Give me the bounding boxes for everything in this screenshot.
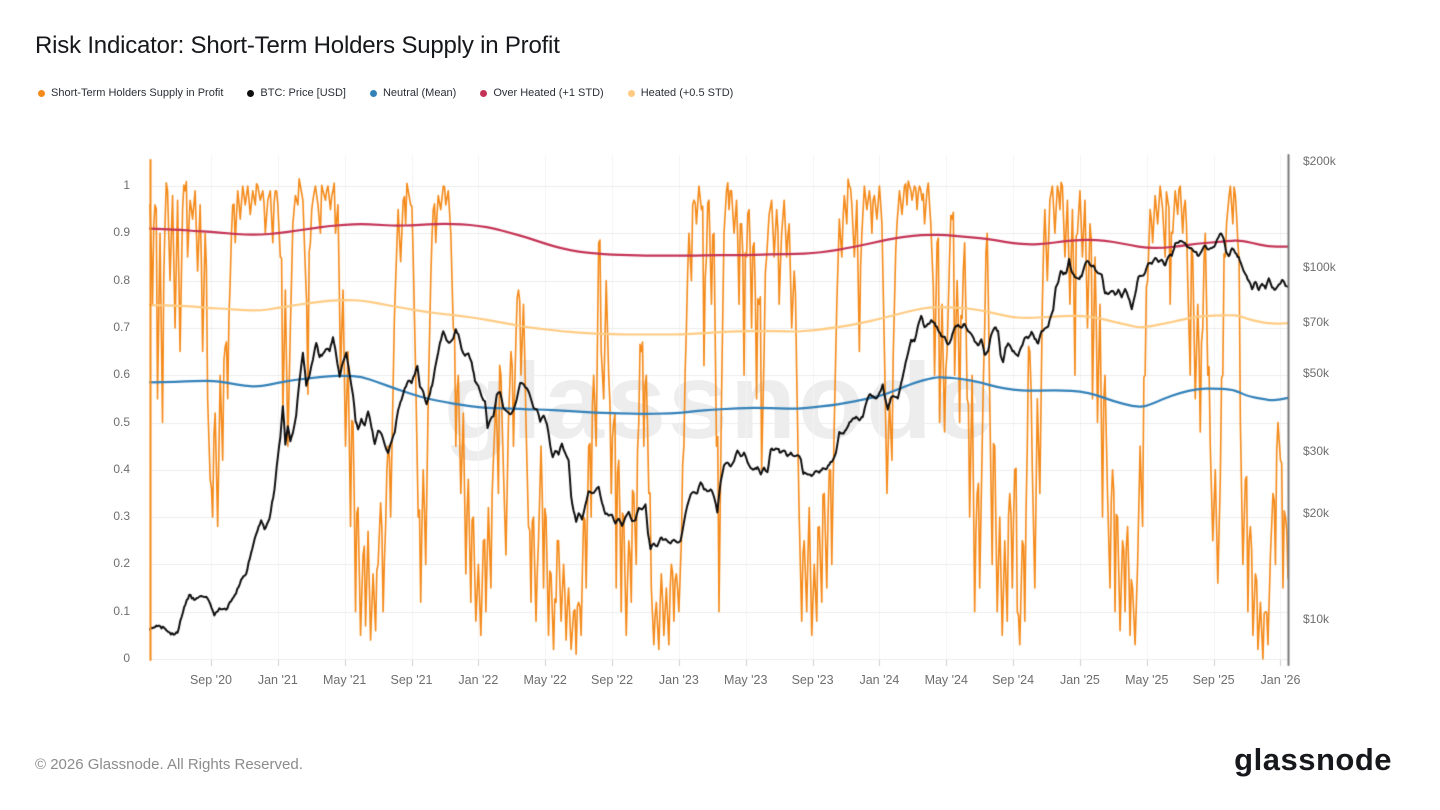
- chart-plot-canvas[interactable]: [0, 0, 1440, 810]
- glassnode-chart-page: Risk Indicator: Short-Term Holders Suppl…: [0, 0, 1440, 810]
- chart-region: glassnode 00.10.20.30.40.50.60.70.80.91$…: [0, 0, 1440, 810]
